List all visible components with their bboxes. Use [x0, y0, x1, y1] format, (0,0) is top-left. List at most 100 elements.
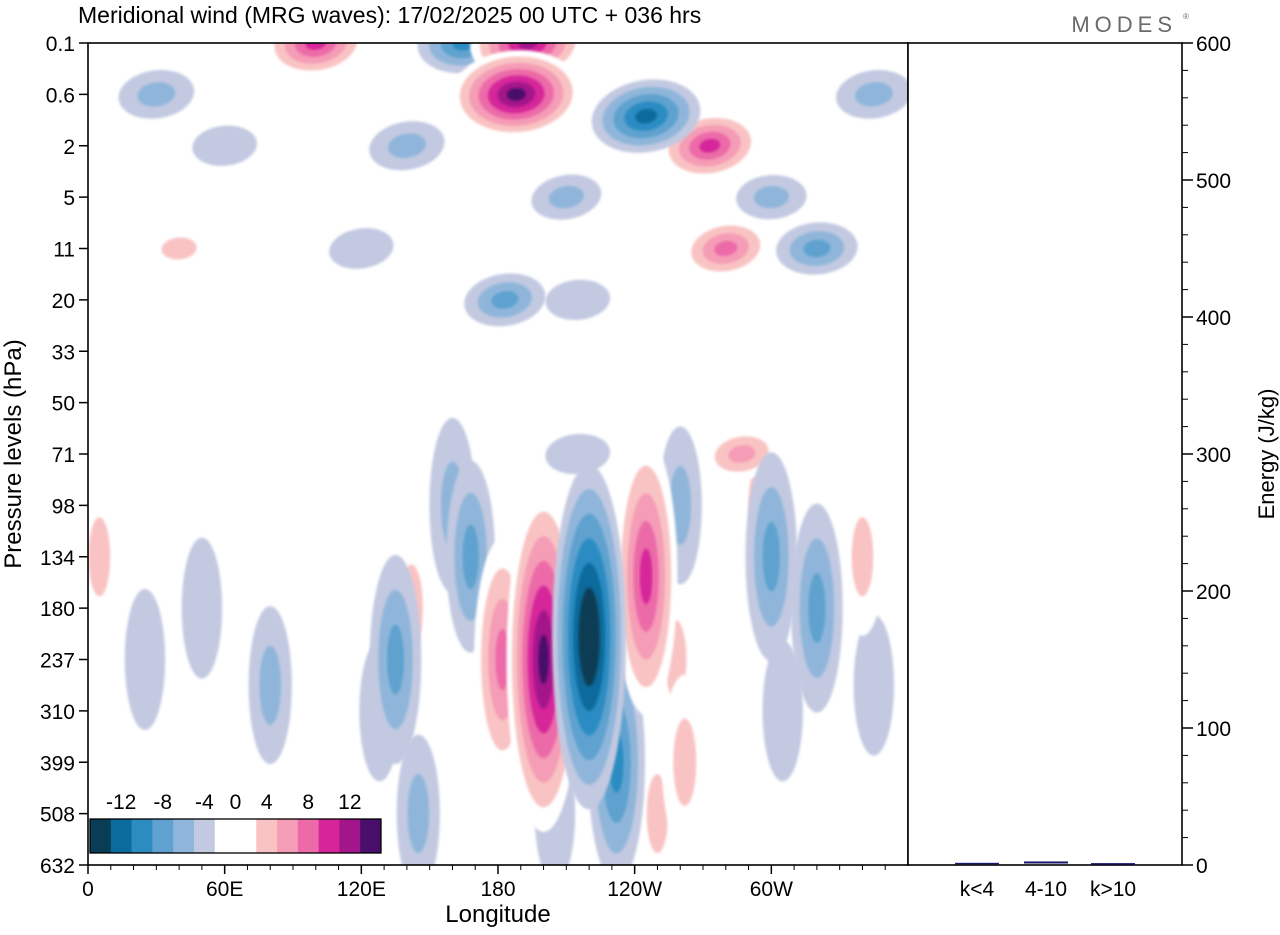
- contour-level: [646, 774, 669, 854]
- energy-bar: [1091, 863, 1135, 865]
- contour-level: [407, 774, 430, 854]
- contour-level: [181, 537, 223, 679]
- contour-level: [462, 524, 479, 589]
- y-tick-label: 50: [52, 393, 75, 416]
- contour-level: [853, 614, 895, 756]
- contour-level: [518, 43, 538, 50]
- contour-level: [699, 138, 721, 153]
- colorbar-swatch: [318, 819, 340, 853]
- energy-bars: k<4 4-10 k>10: [955, 861, 1136, 901]
- energy-bar: [955, 862, 999, 865]
- contour-level: [762, 521, 780, 592]
- contour-level: [545, 279, 611, 320]
- energy-tick-label: 200: [1196, 581, 1231, 604]
- contour-level: [388, 133, 426, 159]
- modes-logo: MODES: [1071, 12, 1177, 37]
- colorbar-swatch: [131, 819, 153, 853]
- colorbar-swatch: [193, 819, 216, 853]
- contour-level: [192, 125, 257, 166]
- contour-level: [137, 82, 176, 107]
- contour-level: [495, 629, 510, 690]
- contour-level: [386, 624, 405, 695]
- energy-axis-label: Energy (J/kg): [1254, 389, 1279, 520]
- x-tick-label: 0: [82, 878, 94, 901]
- contour-level: [329, 228, 394, 269]
- contour-level: [545, 433, 611, 475]
- colorbar-swatch: [90, 819, 112, 853]
- y-tick-label: 310: [40, 701, 75, 724]
- energy-bar: [1024, 861, 1068, 864]
- colorbar-tick-label: -8: [153, 791, 172, 814]
- contour-level: [803, 239, 831, 258]
- energy-panel: [907, 42, 1183, 866]
- x-axis: 0 60E 120E 180 120W 60W: [82, 865, 886, 901]
- x-tick-label: 60E: [206, 878, 243, 901]
- contour-level: [295, 640, 336, 782]
- y-tick-label: 399: [40, 752, 75, 775]
- x-tick-label: 60W: [750, 878, 793, 901]
- energy-tick-label: 300: [1196, 444, 1231, 467]
- colorbar-tick-label: 8: [302, 791, 314, 814]
- energy-tick-label: 600: [1196, 33, 1231, 56]
- energy-tick-label: 500: [1196, 170, 1231, 193]
- contour-level: [506, 88, 526, 101]
- x-axis-label: Longitude: [445, 901, 550, 928]
- chart-title: Meridional wind (MRG waves): 17/02/2025 …: [78, 2, 701, 28]
- logo-trademark-icon: ®: [1183, 12, 1189, 21]
- contour-level: [491, 291, 519, 309]
- y-tick-label: 2: [63, 136, 75, 159]
- y-tick-label: 632: [40, 855, 75, 878]
- contour-level: [538, 634, 549, 685]
- contour-level: [295, 43, 337, 57]
- energy-category-label: 4-10: [1025, 878, 1067, 901]
- colorbar-swatch: [152, 819, 174, 853]
- contour-level: [635, 108, 657, 124]
- contour-level: [548, 185, 584, 209]
- contour-level: [762, 640, 803, 782]
- contour-level: [714, 240, 738, 257]
- contour-level: [728, 445, 756, 463]
- energy-tick-label: 100: [1196, 718, 1231, 741]
- contour-level: [161, 237, 197, 260]
- contour-level: [753, 186, 789, 209]
- colorbar-swatch: [214, 819, 236, 853]
- energy-category-label: k>10: [1090, 878, 1136, 901]
- y-axis-label: Pressure levels (hPa): [0, 339, 27, 568]
- colorbar-tick-label: -4: [195, 791, 214, 814]
- contour-level: [639, 548, 653, 605]
- contour-level: [854, 82, 893, 107]
- y-tick-label: 20: [52, 290, 75, 313]
- contour-level: [305, 43, 327, 50]
- contour-level: [851, 517, 874, 597]
- y-tick-label: 0.6: [46, 84, 75, 107]
- y-axis: 0.1 0.6 2 5 11 20 33 50 71 98 134 180 237 310 399 508 63…: [40, 33, 88, 878]
- y-tick-label: 71: [52, 444, 75, 467]
- contour-level: [259, 645, 282, 725]
- colorbar-swatch: [235, 819, 257, 853]
- colorbar-swatch: [277, 819, 299, 853]
- contour-level: [443, 330, 508, 372]
- energy-tick-label: 0: [1196, 855, 1208, 878]
- colorbar-tick-label: 12: [338, 791, 361, 814]
- y-tick-label: 5: [63, 187, 75, 210]
- y-tick-label: 134: [40, 547, 75, 570]
- contour-level: [88, 517, 111, 597]
- contour-level: [808, 573, 826, 643]
- x-tick-label: 180: [480, 878, 515, 901]
- y-tick-label: 180: [40, 598, 75, 621]
- energy-y-axis: 0 100 200 300 400 500 600: [1182, 33, 1231, 878]
- x-tick-label: 120E: [337, 878, 386, 901]
- colorbar-tick-label: 4: [261, 791, 273, 814]
- colorbar-swatch: [297, 819, 320, 853]
- contour-level: [583, 612, 595, 662]
- y-tick-label: 33: [52, 341, 75, 364]
- colorbar-swatch: [360, 819, 382, 853]
- y-tick-label: 98: [52, 495, 75, 518]
- colorbar-frame: [89, 818, 382, 854]
- colorbar-tick-label: -12: [106, 791, 136, 814]
- energy-category-label: k<4: [960, 878, 995, 901]
- contour-level: [124, 589, 166, 730]
- colorbar-swatch: [173, 819, 195, 853]
- x-tick-label: 120W: [607, 878, 662, 901]
